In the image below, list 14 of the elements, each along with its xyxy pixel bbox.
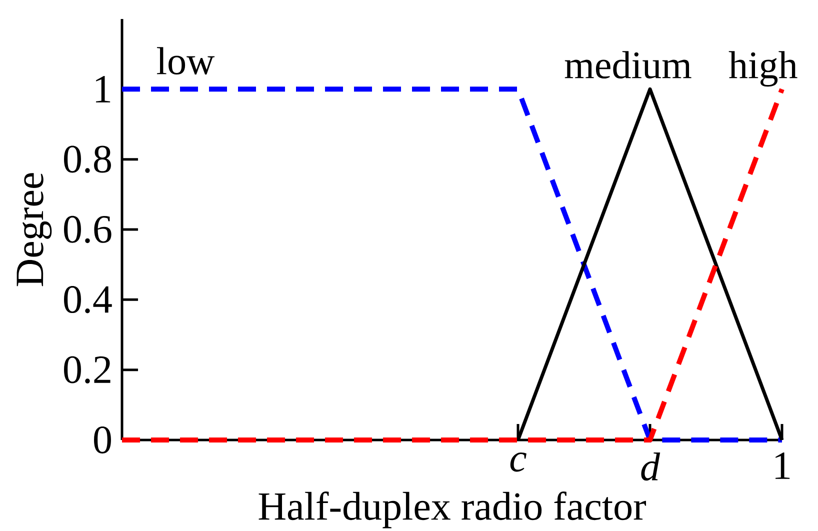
y-tick-label: 0.2 — [64, 356, 110, 384]
x-tick-label: d — [641, 452, 660, 481]
x-axis-title: Half-duplex radio factor — [258, 492, 646, 528]
series-label: high — [728, 51, 798, 87]
x-tick-label: c — [510, 452, 526, 472]
y-tick-label: 1 — [96, 76, 110, 102]
series-label: medium — [564, 51, 692, 79]
y-tick-label: 0.4 — [64, 286, 112, 314]
series-label: low — [156, 47, 215, 75]
y-tick-label: 0.8 — [64, 146, 111, 173]
y-tick-label: 0.6 — [64, 216, 112, 244]
y-axis-title: Degree — [16, 173, 52, 286]
x-tick-label: 1 — [776, 452, 790, 479]
y-tick-label: 0 — [94, 426, 111, 454]
